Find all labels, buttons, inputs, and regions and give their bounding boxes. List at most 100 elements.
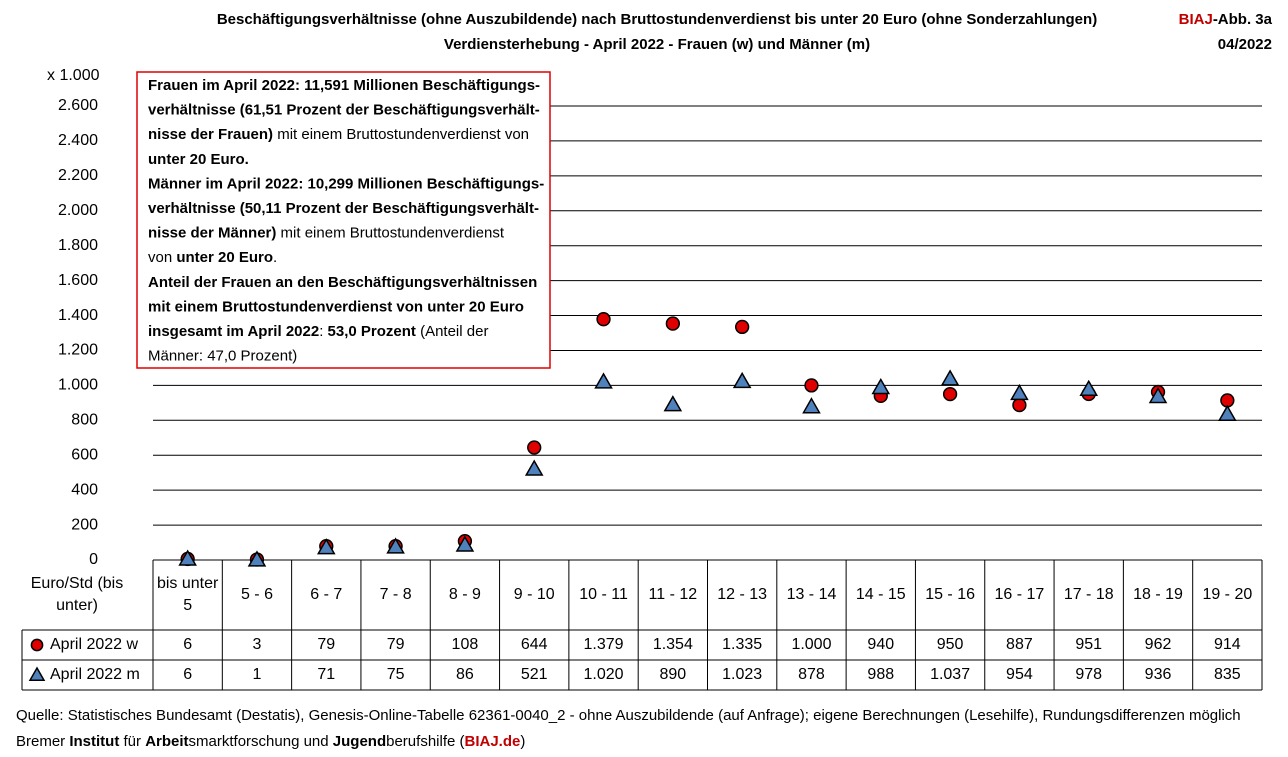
text-run: verhältnisse (50,11 Prozent der Beschäft…	[148, 200, 539, 217]
x-tick-label: 19 - 20	[1202, 586, 1253, 603]
marker-triangle	[1010, 383, 1029, 401]
table-value: 86	[456, 666, 474, 683]
date: 04/2022	[1218, 36, 1272, 53]
x-tick-label: 12 - 13	[717, 586, 768, 603]
text-run: (Anteil der	[416, 323, 489, 340]
marker-circle	[665, 316, 680, 331]
annotation-line: verhältnisse (61,51 Prozent der Beschäft…	[148, 102, 540, 119]
y-tick-label: 2.600	[58, 97, 98, 114]
y-tick-label: 2.400	[58, 132, 98, 149]
text-run: mit einem Bruttostundenverdienst	[276, 225, 504, 242]
marker-circle	[527, 440, 542, 455]
text-run: Männer: 47,0 Prozent)	[148, 348, 297, 365]
chart-subtitle: Verdiensterhebung - April 2022 - Frauen …	[444, 36, 870, 53]
y-tick-label: 1.600	[58, 272, 98, 289]
text-run: für	[119, 733, 145, 750]
marker-triangle	[1148, 387, 1168, 404]
table-value: 108	[452, 636, 479, 653]
y-tick-label: 1.000	[58, 377, 98, 394]
text-run: 53,0 Prozent	[328, 323, 416, 340]
annotation-line: Männer: 47,0 Prozent)	[148, 348, 297, 365]
marker-triangle	[1079, 379, 1099, 396]
marker-circle	[1012, 397, 1027, 413]
y-tick-label: 600	[71, 446, 98, 463]
x-tick-label: 8 - 9	[448, 586, 481, 603]
table-value: 988	[867, 666, 894, 683]
text-run: mit einem Bruttostundenverdienst von	[273, 126, 529, 143]
y-tick-label: 800	[71, 412, 98, 429]
text-run: unter 20 Euro.	[148, 151, 249, 168]
table-value: 887	[1006, 636, 1033, 653]
annotation-line: insgesamt im April 2022: 53,0 Prozent (A…	[148, 323, 488, 340]
marker-triangle	[1218, 404, 1237, 421]
marker-triangle	[940, 369, 960, 386]
text-run: smarktforschung und	[189, 733, 333, 750]
table-value: 878	[798, 666, 825, 683]
x-tick-label-box: bis unter 5	[157, 575, 218, 614]
table-value: 1	[253, 666, 262, 683]
text-run: von	[148, 249, 176, 266]
x-tick-label: 7 - 8	[379, 586, 412, 603]
text-run: unter 20 Euro	[176, 249, 273, 266]
annotation-line: nisse der Frauen) mit einem Bruttostunde…	[148, 126, 529, 143]
text-run: )	[520, 733, 525, 750]
table-value: 644	[521, 636, 548, 653]
table-value: 890	[659, 666, 686, 683]
text-run: BIAJ.de	[465, 733, 521, 750]
marker-triangle	[386, 537, 405, 554]
x-tick-label: 16 - 17	[994, 586, 1045, 603]
annotation-line: Frauen im April 2022: 11,591 Millionen B…	[148, 77, 540, 94]
x-tick-label-box: 13 - 14	[787, 586, 837, 603]
marker-triangle	[28, 666, 46, 681]
marker-circle	[596, 312, 611, 327]
table-value: 914	[1214, 636, 1241, 653]
text-run: Jugend	[333, 733, 386, 750]
table-value: 3	[253, 636, 262, 653]
y-tick-label: 0	[89, 551, 98, 568]
y-tick-label: 400	[71, 481, 98, 498]
text-run: BIAJ	[1179, 11, 1213, 28]
footer-line: Bremer Institut für Arbeitsmarktforschun…	[16, 733, 525, 750]
y-tick-label: 1.400	[58, 307, 98, 324]
x-tick-label-box: 10 - 11	[579, 586, 628, 603]
table-value: 1.335	[722, 636, 762, 653]
footer-line: Quelle: Statistisches Bundesamt (Destati…	[16, 707, 1241, 724]
marker-triangle	[663, 395, 683, 412]
x-tick-label-box: 9 - 10	[513, 586, 555, 603]
legend-label: April 2022 w	[50, 636, 138, 653]
x-tick-label-box: 7 - 8	[379, 586, 412, 603]
x-tick-label-box: 6 - 7	[310, 586, 342, 603]
x-axis-label: Euro/Std (bis unter)	[30, 575, 124, 614]
x-tick-label-box: 8 - 9	[448, 586, 481, 603]
marker-triangle	[455, 535, 475, 552]
text-run: nisse der Männer)	[148, 225, 276, 242]
marker-triangle	[594, 372, 613, 389]
x-tick-label: 14 - 15	[855, 586, 906, 603]
badge: BIAJ-Abb. 3a	[1179, 11, 1273, 28]
table-value: 1.023	[722, 666, 762, 683]
table-value: 6	[183, 636, 192, 653]
x-tick-label: 9 - 10	[513, 586, 555, 603]
table-value: 1.037	[930, 666, 970, 683]
text-run: berufshilfe (	[386, 733, 464, 750]
marker-circle	[942, 386, 958, 402]
table-value: 978	[1075, 666, 1102, 683]
table-value: 940	[867, 636, 894, 653]
table-value: 950	[937, 636, 964, 653]
table-value: 1.020	[584, 666, 624, 683]
text-run: Frauen im April 2022: 11,591 Millionen B…	[148, 77, 540, 94]
x-axis-label-box: Euro/Std (bis unter)	[30, 575, 124, 614]
text-run: insgesamt im April 2022	[148, 323, 319, 340]
marker-triangle	[316, 538, 336, 555]
table-value: 6	[183, 666, 192, 683]
table-value: 521	[521, 666, 548, 683]
x-tick-label-box: 16 - 17	[994, 586, 1045, 603]
marker-circle	[735, 319, 750, 335]
x-tick-label-box: 14 - 15	[855, 586, 906, 603]
x-tick-label: 5 - 6	[240, 586, 273, 603]
x-tick-label-box: 18 - 19	[1133, 586, 1183, 603]
text-run: nisse der Frauen)	[148, 126, 273, 143]
annotation-line: verhältnisse (50,11 Prozent der Beschäft…	[148, 200, 539, 217]
x-tick-label: 10 - 11	[579, 586, 628, 603]
